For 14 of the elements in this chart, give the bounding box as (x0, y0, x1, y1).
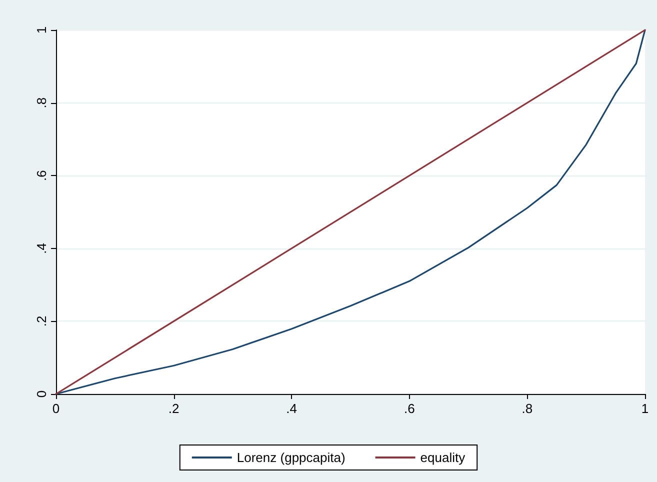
y-tick-label: .8 (34, 97, 49, 108)
x-tick-label: .4 (286, 401, 298, 416)
y-tick-label: .6 (34, 170, 49, 182)
x-tick-label: .6 (404, 401, 415, 416)
x-tick-label: 1 (641, 401, 649, 416)
x-tick-label: .8 (522, 401, 533, 416)
x-tick-label: 0 (52, 401, 60, 416)
y-tick-label: 0 (34, 390, 49, 398)
y-tick-label: .2 (34, 316, 49, 327)
legend-label: Lorenz (gppcapita) (236, 450, 346, 465)
y-tick-label: .4 (34, 242, 49, 254)
y-tick-label: 1 (34, 26, 49, 34)
x-tick-label: .2 (168, 401, 180, 416)
legend-label: equality (420, 450, 466, 465)
